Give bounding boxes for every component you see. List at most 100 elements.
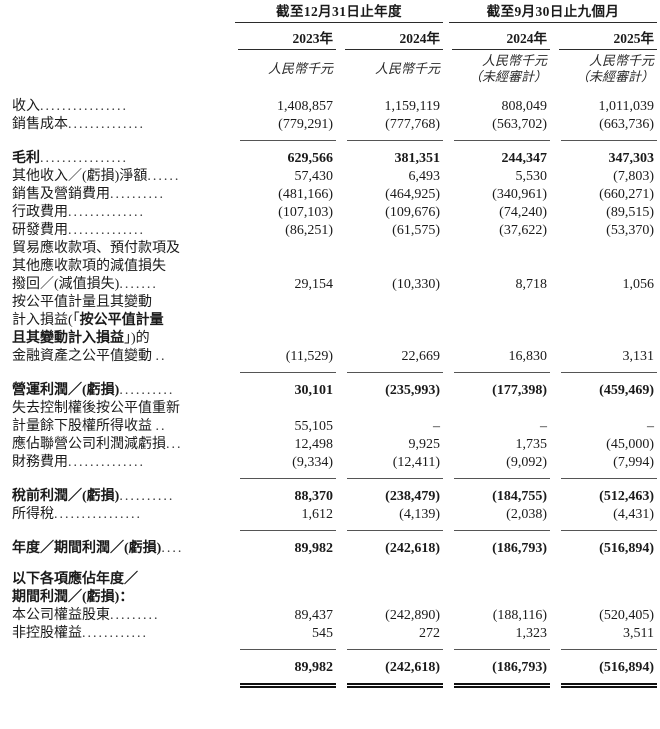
label-fvtpl-line4: 金融資產之公平值變動 .. bbox=[12, 348, 167, 364]
label-rd-expenses: 研發費用.............. bbox=[12, 222, 145, 238]
label-admin-expenses: 行政費用.............. bbox=[12, 204, 145, 220]
value-non-controlling-c3: 1,323 bbox=[515, 625, 548, 641]
value-admin-expenses-c2: (109,676) bbox=[385, 204, 440, 220]
value-profit-before-tax-c1: 88,370 bbox=[294, 488, 334, 504]
value-operating-profit-c4: (459,469) bbox=[599, 382, 654, 398]
value-selling-expenses-c3: (340,961) bbox=[492, 186, 547, 202]
leader-dots: ................ bbox=[54, 506, 142, 522]
value-other-income-c2: 6,493 bbox=[408, 168, 441, 184]
header-group-annual: 截至12月31日止年度 bbox=[276, 4, 402, 19]
row-fvtpl-line3: 且其變動計入損益」)的 bbox=[0, 330, 660, 348]
value-selling-expenses-c4: (660,271) bbox=[599, 186, 654, 202]
unit-sublabel-3: （未經審計） bbox=[468, 68, 547, 84]
value-income-tax-c2: (4,139) bbox=[399, 506, 440, 522]
row-non-controlling-interests: 非控股權益............ 545 272 1,323 3,511 bbox=[0, 625, 660, 643]
value-revenue-c1: 1,408,857 bbox=[277, 98, 333, 114]
value-profit-for-period-c2: (242,618) bbox=[385, 540, 440, 556]
label-remeasurement-line2: 計量餘下股權所得收益 .. bbox=[12, 418, 167, 434]
value-impairment-c2: (10,330) bbox=[392, 276, 440, 292]
value-admin-expenses-c4: (89,515) bbox=[606, 204, 654, 220]
header-body-spacer bbox=[0, 85, 660, 98]
value-profit-for-period-c1: 89,982 bbox=[294, 540, 334, 556]
value-operating-profit-c3: (177,398) bbox=[492, 382, 547, 398]
leader-dots: ............ bbox=[82, 625, 148, 641]
subtotal-rule-total-attributable bbox=[0, 643, 660, 650]
header-group-rule-row bbox=[0, 22, 660, 23]
label-gross-profit: 毛利................ bbox=[12, 150, 128, 166]
label-income-tax: 所得稅................ bbox=[12, 506, 142, 522]
value-selling-expenses-c2: (464,925) bbox=[385, 186, 440, 202]
label-impairment-line2: 其他應收款項的減值損失 bbox=[12, 258, 166, 274]
value-rd-expenses-c2: (61,575) bbox=[392, 222, 440, 238]
row-fvtpl-line2: 計入損益(「按公平值計量 bbox=[0, 312, 660, 330]
value-cost-of-sales-c1: (779,291) bbox=[278, 116, 333, 132]
header-unit-row: 人民幣千元 人民幣千元 人民幣千元 （未經審計） 人民幣千元 （未經審計） bbox=[0, 50, 660, 85]
leader-dots: .......... bbox=[119, 382, 175, 398]
row-selling-expenses: 銷售及營銷費用.......... (481,166) (464,925) (3… bbox=[0, 186, 660, 204]
row-income-tax: 所得稅................ 1,612 (4,139) (2,038… bbox=[0, 506, 660, 524]
row-fvtpl-line4: 金融資產之公平值變動 .. (11,529) 22,669 16,830 3,1… bbox=[0, 348, 660, 366]
value-other-income-c1: 57,430 bbox=[294, 168, 334, 184]
leader-dots: .......... bbox=[119, 488, 175, 504]
value-revenue-c3: 808,049 bbox=[501, 98, 548, 114]
row-gross-profit: 毛利................ 629,566 381,351 244,3… bbox=[0, 150, 660, 168]
value-rd-expenses-c4: (53,370) bbox=[606, 222, 654, 238]
header-unit-col-1: 人民幣千元 bbox=[232, 50, 339, 85]
value-impairment-c1: 29,154 bbox=[294, 276, 334, 292]
label-total-attributable bbox=[0, 659, 232, 677]
value-equity-holders-c4: (520,405) bbox=[599, 607, 654, 623]
row-equity-holders: 本公司權益股東......... 89,437 (242,890) (188,1… bbox=[0, 607, 660, 625]
unit-label-4: 人民幣千元 bbox=[588, 53, 654, 68]
value-fvtpl-c2: 22,669 bbox=[401, 348, 441, 364]
label-profit-before-tax: 稅前利潤／(虧損).......... bbox=[12, 488, 175, 504]
row-impairment-line3: 撥回／(減值損失)....... 29,154 (10,330) 8,718 1… bbox=[0, 276, 660, 294]
row-remeasurement-line1: 失去控制權後按公平值重新 bbox=[0, 400, 660, 418]
value-admin-expenses-c1: (107,103) bbox=[278, 204, 333, 220]
value-rd-expenses-c3: (37,622) bbox=[499, 222, 547, 238]
leader-dots: .............. bbox=[68, 222, 145, 238]
leader-dots: .............. bbox=[68, 204, 145, 220]
unit-label-2: 人民幣千元 bbox=[374, 60, 440, 76]
leader-dots: ....... bbox=[119, 276, 158, 292]
row-admin-expenses: 行政費用.............. (107,103) (109,676) (… bbox=[0, 204, 660, 222]
value-impairment-c4: 1,056 bbox=[622, 276, 655, 292]
label-other-income: 其他收入／(虧損)淨額...... bbox=[12, 168, 181, 184]
leader-dots: .......... bbox=[110, 186, 165, 202]
value-gross-profit-c1: 629,566 bbox=[287, 150, 334, 166]
value-profit-for-period-c4: (516,894) bbox=[599, 540, 654, 556]
value-total-attributable-c1: 89,982 bbox=[294, 659, 334, 675]
leader-dots: .............. bbox=[68, 116, 145, 132]
value-remeasurement-c1: 55,105 bbox=[294, 418, 334, 434]
row-cost-of-sales: 銷售成本.............. (779,291) (777,768) (… bbox=[0, 116, 660, 134]
label-attributable-line1: 以下各項應佔年度／ bbox=[12, 571, 138, 587]
header-year-col-3: 2024年 bbox=[506, 31, 548, 46]
value-remeasurement-c4: – bbox=[647, 418, 654, 434]
value-revenue-c4: 1,011,039 bbox=[598, 98, 654, 114]
label-profit-for-period: 年度／期間利潤／(虧損).... bbox=[12, 540, 184, 556]
row-impairment-line1: 貿易應收款項、預付款項及 bbox=[0, 240, 660, 258]
value-share-of-associates-c3: 1,735 bbox=[515, 436, 548, 452]
value-admin-expenses-c3: (74,240) bbox=[499, 204, 547, 220]
value-other-income-c3: 5,530 bbox=[515, 168, 548, 184]
header-unit-col-2: 人民幣千元 bbox=[339, 50, 446, 85]
leader-dots: .. bbox=[155, 348, 167, 364]
header-rule-nine-months bbox=[446, 22, 660, 23]
value-finance-costs-c2: (12,411) bbox=[392, 454, 440, 470]
header-rule-annual bbox=[232, 22, 446, 23]
value-equity-holders-c1: 89,437 bbox=[294, 607, 334, 623]
value-cost-of-sales-c2: (777,768) bbox=[385, 116, 440, 132]
value-rd-expenses-c1: (86,251) bbox=[285, 222, 333, 238]
label-fvtpl-defined-term-a: 按公平值計量 bbox=[79, 312, 164, 328]
label-equity-holders: 本公司權益股東......... bbox=[12, 607, 160, 623]
header-group-nine-months: 截至9月30日止九個月 bbox=[486, 4, 620, 19]
header-group-title-row: 截至12月31日止年度 截至9月30日止九個月 bbox=[0, 0, 660, 22]
leader-dots: .............. bbox=[68, 454, 145, 470]
subtotal-rule-profit-before-tax bbox=[0, 472, 660, 479]
header-corner-cell bbox=[0, 0, 232, 22]
label-fvtpl-defined-term-b: 且其變動計入損益 bbox=[12, 330, 124, 346]
value-profit-before-tax-c4: (512,463) bbox=[599, 488, 654, 504]
value-income-tax-c3: (2,038) bbox=[506, 506, 547, 522]
value-gross-profit-c4: 347,303 bbox=[608, 150, 655, 166]
value-impairment-c3: 8,718 bbox=[515, 276, 548, 292]
